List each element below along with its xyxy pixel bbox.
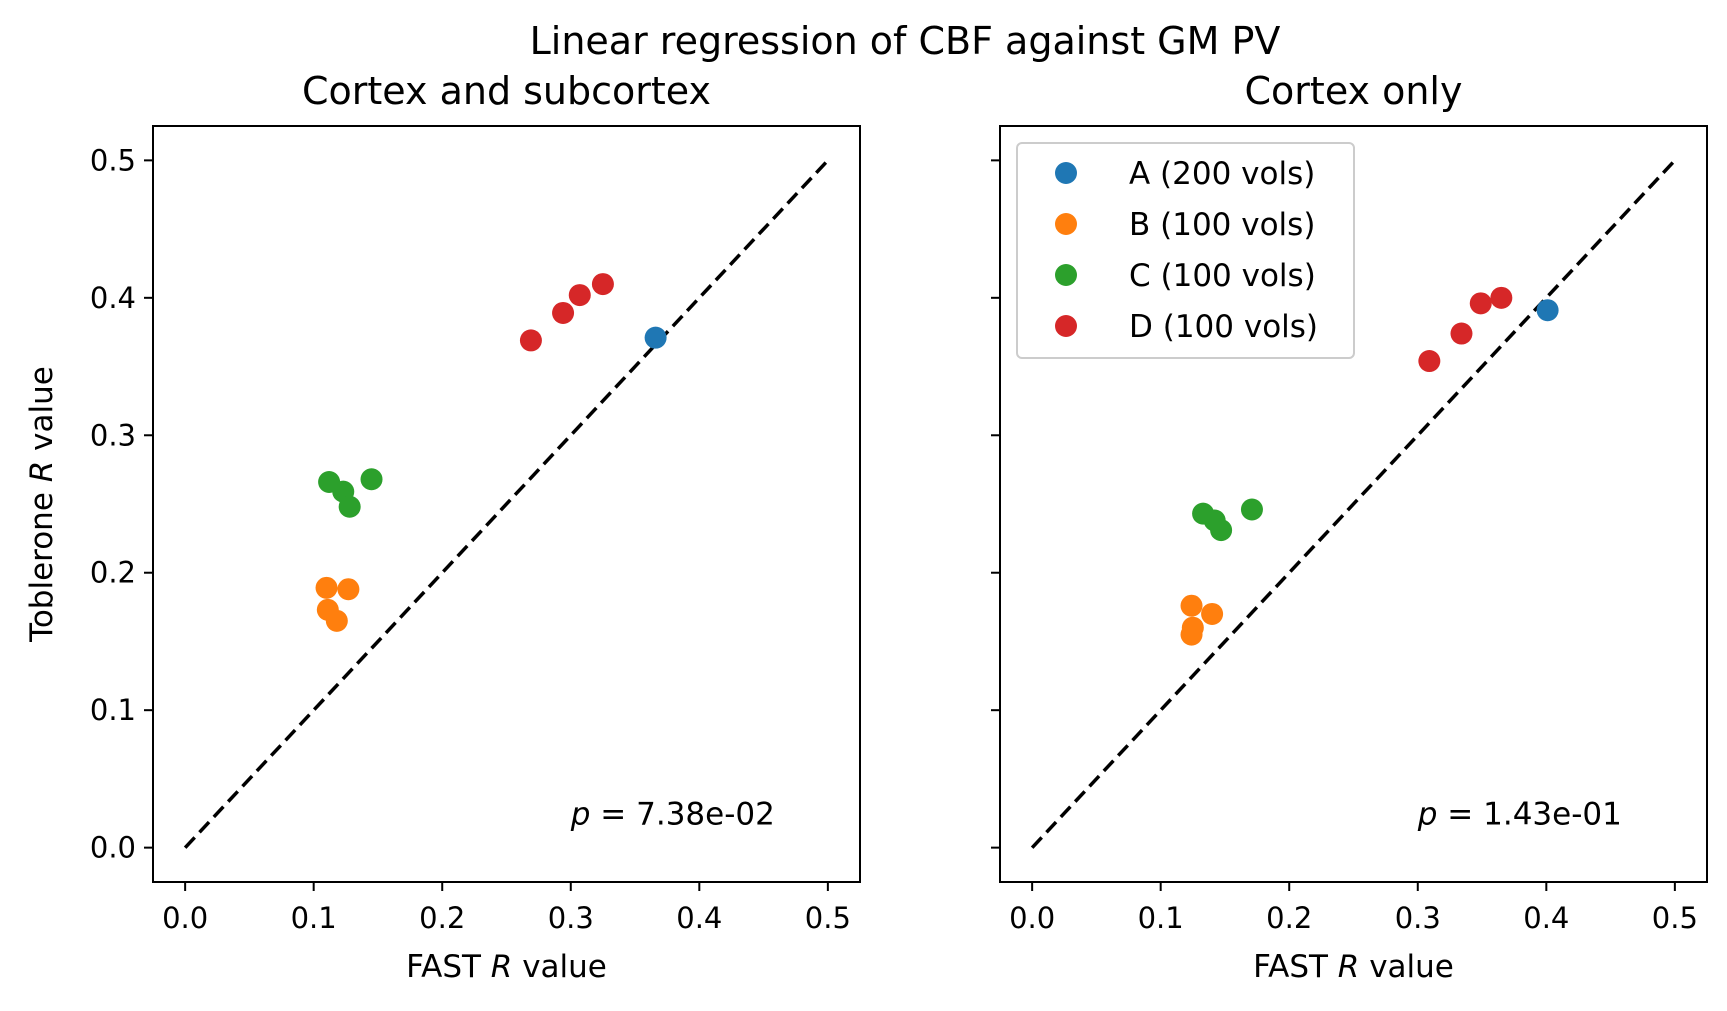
x-tick-label: 0.1	[291, 901, 337, 935]
data-point	[1180, 594, 1203, 617]
data-point	[360, 468, 383, 491]
data-point	[1210, 519, 1233, 542]
x-axis-label: FAST R value	[406, 949, 607, 985]
data-point	[591, 273, 614, 296]
series-a	[644, 326, 667, 349]
legend-label: C (100 vols)	[1129, 258, 1316, 294]
data-point	[1240, 498, 1263, 521]
identity-line	[1030, 159, 1677, 849]
data-point	[568, 284, 591, 307]
p-value-annotation: p = 7.38e-02	[570, 796, 775, 832]
legend: A (200 vols) B (100 vols) C (100 vols) D (1…	[1016, 142, 1355, 359]
data-point	[1469, 292, 1492, 315]
legend-marker	[1055, 213, 1077, 235]
panels: Cortex and subcortex 0.0 0.0 0.1 0.1 0.2 0.2 0.…	[24, 69, 1708, 985]
panel-2: Cortex only 0.0 0.1 0.2 0.3 0.4 0.5 FAST R valu…	[991, 69, 1708, 985]
x-tick-label: 0.2	[419, 901, 465, 935]
data-point	[337, 578, 360, 601]
figure-title: Linear regression of CBF against GM PV	[530, 19, 1281, 63]
data-point	[1490, 286, 1513, 309]
x-tick-label: 0.3	[1395, 901, 1441, 935]
x-tick-label: 0.0	[1009, 901, 1055, 935]
x-tick-label: 0.1	[1138, 901, 1184, 935]
x-tick-label: 0.0	[162, 901, 208, 935]
series-b	[315, 576, 360, 632]
series-d	[1418, 286, 1513, 373]
series-c	[318, 468, 383, 518]
x-axis-label: FAST R value	[1253, 949, 1454, 985]
y-axis-label: Toblerone R value	[24, 366, 60, 643]
x-tick-label: 0.4	[1523, 901, 1569, 935]
legend-marker	[1055, 315, 1077, 337]
x-tick-label: 0.5	[1652, 901, 1698, 935]
axes-frame	[999, 125, 1708, 883]
data-point	[315, 576, 338, 599]
identity-line	[183, 159, 830, 849]
series-a	[1536, 299, 1559, 322]
y-tick-label: 0.3	[90, 418, 136, 452]
data-point	[519, 329, 542, 352]
panel-1: Cortex and subcortex 0.0 0.0 0.1 0.1 0.2 0.2 0.…	[24, 69, 861, 985]
data-point	[1180, 623, 1203, 646]
data-point	[1450, 322, 1473, 345]
data-point	[1418, 350, 1441, 373]
x-tick-label: 0.4	[676, 901, 722, 935]
y-tick-label: 0.0	[90, 831, 136, 865]
legend-box	[1016, 142, 1355, 359]
p-value-annotation: p = 1.43e-01	[1417, 796, 1622, 832]
data-point	[552, 301, 575, 324]
data-point	[1201, 602, 1224, 625]
panel-title: Cortex only	[1245, 69, 1463, 113]
legend-label: B (100 vols)	[1129, 207, 1315, 243]
data-point	[325, 609, 348, 632]
y-tick-label: 0.1	[90, 693, 136, 727]
x-tick-label: 0.5	[805, 901, 851, 935]
panel-title: Cortex and subcortex	[302, 69, 711, 113]
y-tick-label: 0.5	[90, 143, 136, 177]
series-d	[519, 273, 614, 352]
x-tick-label: 0.2	[1266, 901, 1312, 935]
axes-frame	[152, 125, 861, 883]
series-c	[1192, 498, 1263, 542]
x-tick-label: 0.3	[548, 901, 594, 935]
legend-label: D (100 vols)	[1129, 309, 1318, 345]
legend-marker	[1055, 162, 1077, 184]
data-point	[1536, 299, 1559, 322]
legend-marker	[1055, 264, 1077, 286]
y-tick-label: 0.4	[90, 281, 136, 315]
series-b	[1180, 594, 1224, 646]
data-point	[644, 326, 667, 349]
data-point	[338, 495, 361, 518]
legend-label: A (200 vols)	[1129, 156, 1315, 192]
y-tick-label: 0.2	[90, 556, 136, 590]
